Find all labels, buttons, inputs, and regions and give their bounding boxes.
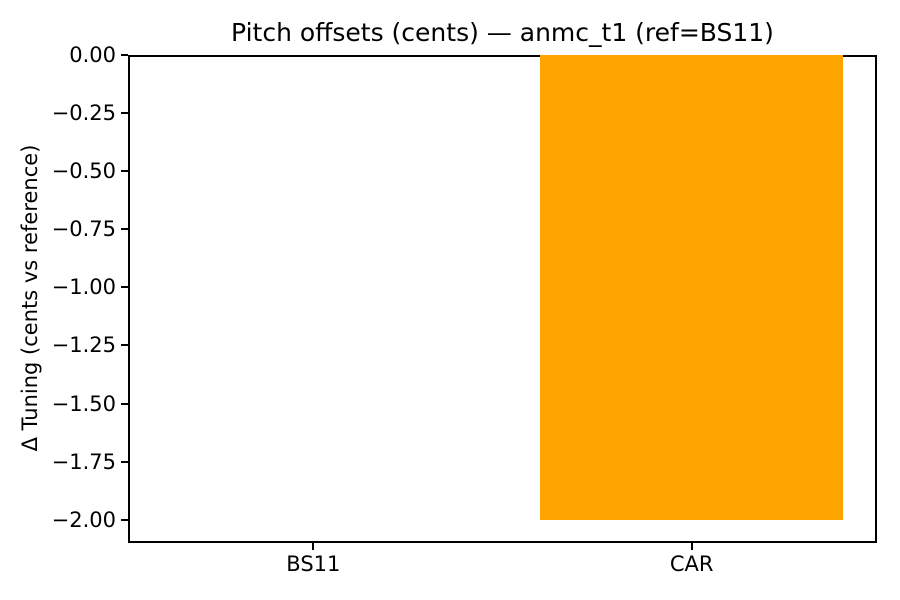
x-tick-label-bs11: BS11 xyxy=(286,552,341,576)
y-tick-mark xyxy=(121,518,128,521)
y-tick-label: −1.50 xyxy=(51,391,116,416)
x-tick-mark xyxy=(312,543,315,550)
y-tick-mark xyxy=(121,402,128,405)
y-tick-mark xyxy=(121,286,128,289)
x-tick-label-car: CAR xyxy=(669,552,714,576)
y-tick-label: −0.50 xyxy=(51,159,116,184)
y-tick-label: −1.25 xyxy=(51,333,116,358)
bar-car xyxy=(540,55,843,520)
y-tick-mark xyxy=(121,460,128,463)
chart-title: Pitch offsets (cents) — anmc_t1 (ref=BS1… xyxy=(231,18,774,47)
y-tick-mark xyxy=(121,170,128,173)
y-tick-mark xyxy=(121,112,128,115)
y-tick-label: −0.75 xyxy=(51,217,116,242)
y-tick-mark xyxy=(121,228,128,231)
y-tick-mark xyxy=(121,54,128,56)
y-tick-label: −1.00 xyxy=(51,275,116,300)
y-tick-label: −1.75 xyxy=(51,449,116,474)
y-tick-label: −0.25 xyxy=(51,101,116,126)
y-tick-mark xyxy=(121,344,128,347)
plot-area xyxy=(128,55,877,543)
x-tick-mark xyxy=(690,543,693,550)
y-tick-label: −2.00 xyxy=(51,507,116,532)
y-tick-label: 0.00 xyxy=(69,43,116,67)
